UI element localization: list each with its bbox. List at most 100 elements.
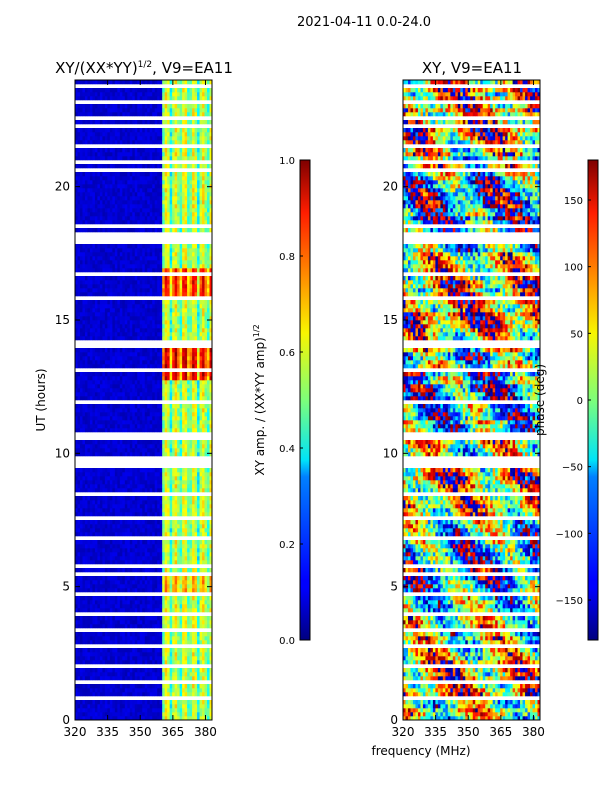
amplitude-cell [84, 268, 88, 273]
amplitude-cell [149, 392, 153, 397]
amplitude-cell [122, 540, 126, 545]
amplitude-cell [122, 408, 126, 413]
amplitude-cell [182, 320, 185, 325]
amplitude-cell [144, 300, 148, 305]
amplitude-cell [192, 580, 195, 585]
amplitude-cell [139, 700, 143, 705]
amplitude-cell [174, 708, 178, 713]
amplitude-cell [172, 408, 175, 413]
amplitude-cell [187, 588, 190, 593]
amplitude-cell [139, 480, 143, 485]
amplitude-cell [137, 636, 141, 641]
amplitude-cell [164, 472, 168, 477]
amplitude-cell [102, 576, 106, 581]
amplitude-cell [129, 420, 133, 425]
amplitude-cell [184, 308, 188, 313]
amplitude-cell [152, 424, 156, 429]
amplitude-cell [104, 304, 108, 309]
amplitude-cell [82, 528, 86, 533]
amplitude-cell [177, 584, 180, 589]
amplitude-cell [112, 384, 116, 389]
amplitude-cell [167, 660, 170, 665]
amplitude-cell [79, 584, 83, 589]
amplitude-cell [154, 304, 158, 309]
amplitude-cell [202, 448, 205, 453]
amplitude-cell [79, 292, 83, 297]
amplitude-cell [182, 524, 185, 529]
amplitude-cell [194, 560, 198, 565]
amplitude-cell [182, 552, 185, 557]
amplitude-cell [79, 444, 83, 449]
amplitude-cell [107, 700, 111, 705]
amplitude-cell [114, 524, 118, 529]
amplitude-cell [79, 700, 83, 705]
amplitude-cell [114, 372, 118, 377]
amplitude-cell [77, 480, 81, 485]
amplitude-cell [97, 692, 101, 697]
amplitude-cell [167, 468, 170, 473]
amplitude-cell [197, 716, 200, 720]
amplitude-cell [177, 348, 180, 353]
amplitude-cell [139, 468, 143, 473]
amplitude-cell [75, 360, 78, 365]
amplitude-cell [109, 640, 113, 645]
amplitude-cell [134, 608, 138, 613]
amplitude-cell [184, 584, 188, 589]
amplitude-cell [75, 468, 78, 473]
amplitude-cell [75, 704, 78, 709]
amplitude-cell [84, 308, 88, 313]
amplitude-cell [154, 408, 158, 413]
amplitude-cell [204, 688, 208, 693]
amplitude-cell [89, 540, 93, 545]
amplitude-cell [154, 676, 158, 681]
amplitude-cell [162, 408, 165, 413]
amplitude-cell [182, 684, 185, 689]
amplitude-cell [139, 476, 143, 481]
amplitude-cell [129, 688, 133, 693]
amplitude-cell [117, 328, 121, 333]
amplitude-cell [174, 328, 178, 333]
amplitude-cell [147, 476, 151, 481]
amplitude-row [75, 632, 212, 637]
amplitude-cell [184, 576, 188, 581]
amplitude-cell [139, 584, 143, 589]
amplitude-cell [174, 648, 178, 653]
amplitude-cell [154, 448, 158, 453]
amplitude-cell [202, 504, 205, 509]
amplitude-cell [109, 560, 113, 565]
amplitude-cell [129, 648, 133, 653]
amplitude-cell [119, 360, 123, 365]
amplitude-cell [89, 468, 93, 473]
amplitude-cell [112, 412, 116, 417]
amplitude-cell [84, 716, 88, 720]
amplitude-cell [172, 700, 175, 705]
amplitude-cell [94, 636, 98, 641]
amplitude-cell [122, 676, 126, 681]
amplitude-cell [117, 360, 121, 365]
amplitude-cell [82, 616, 86, 621]
amplitude-cell [144, 276, 148, 281]
amplitude-cell [189, 280, 193, 285]
amplitude-cell [174, 416, 178, 421]
amplitude-cell [92, 580, 96, 585]
amplitude-cell [99, 568, 103, 573]
amplitude-cell [137, 416, 141, 421]
amplitude-cell [147, 412, 151, 417]
amplitude-cell [132, 388, 136, 393]
amplitude-cell [82, 692, 86, 697]
amplitude-cell [99, 640, 103, 645]
amplitude-cell [167, 408, 170, 413]
amplitude-cell [199, 480, 203, 485]
amplitude-cell [144, 640, 148, 645]
amplitude-cell [94, 380, 98, 385]
amplitude-cell [97, 412, 101, 417]
amplitude-cell [89, 532, 93, 537]
amplitude-cell [75, 588, 78, 593]
amplitude-cell [187, 332, 190, 337]
amplitude-cell [77, 420, 81, 425]
amplitude-cell [137, 576, 141, 581]
amplitude-cell [162, 716, 165, 720]
amplitude-cell [92, 428, 96, 433]
amplitude-cell [144, 540, 148, 545]
amplitude-cell [207, 684, 210, 689]
